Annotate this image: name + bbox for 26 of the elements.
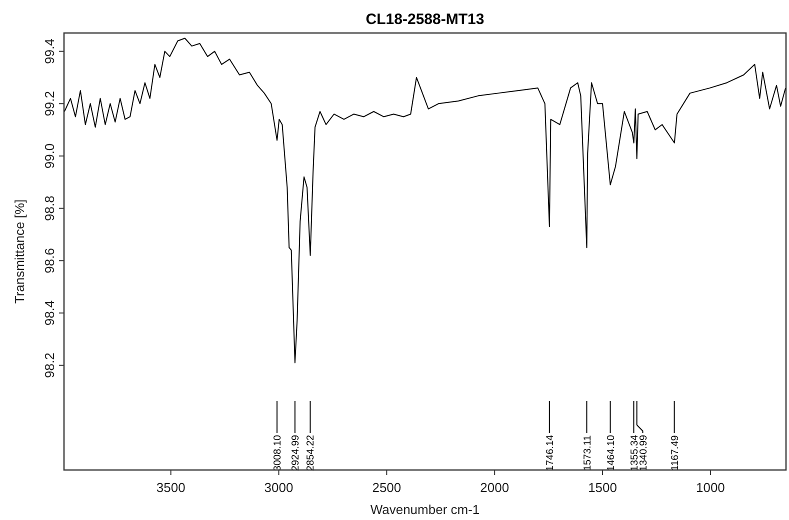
y-tick-label: 99.4 [42,38,57,64]
ref-line-label: 1573.11 [582,434,594,471]
ref-line-label: 3008.10 [272,434,284,472]
x-axis-title: Wavenumber cm-1 [370,502,480,517]
ref-line-label: 1340.99 [638,434,650,472]
line-series [64,38,786,364]
x-tick-label: 3500 [156,480,186,495]
y-tick-label: 99.0 [42,143,57,169]
ref-line-label: 1746.14 [544,434,556,472]
x-tick-label: 2000 [480,480,510,495]
y-tick-label: 98.8 [42,196,57,221]
y-axis-title: Transmittance [%] [12,199,27,304]
ref-line-label: 1464.10 [606,434,617,472]
y-tick-label: 98.4 [42,300,57,326]
y-tick-label: 98.2 [42,352,57,378]
ref-line-label: 1167.49 [670,434,681,471]
y-tick-label: 99.2 [42,90,57,116]
ref-line-label: 2924.99 [290,434,302,472]
x-tick-label: 2500 [372,480,402,495]
ref-line-label: 1355.34 [629,434,640,472]
x-tick-label: 3000 [264,480,294,495]
ref-line-label: 2854.22 [306,434,317,472]
x-tick-label: 1000 [696,480,725,495]
y-tick-label: 98.6 [42,248,57,274]
chart-title: CL18-2588-MT13 [366,11,484,28]
x-tick-label: 1500 [588,480,617,495]
